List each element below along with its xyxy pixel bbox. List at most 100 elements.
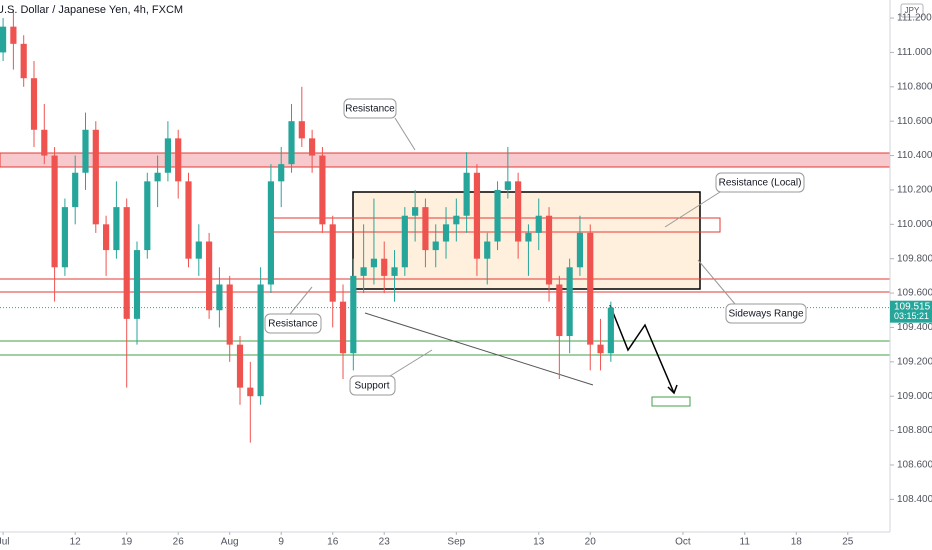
y-tick-label: 110.600 <box>897 116 932 127</box>
x-tick-label: Aug <box>221 537 239 548</box>
candle-body <box>61 207 68 268</box>
candle-body <box>175 138 182 182</box>
annotation: Resistance <box>268 319 318 330</box>
candle-body <box>504 181 511 190</box>
candle-body <box>432 241 439 251</box>
y-tick-label: 108.600 <box>897 460 932 471</box>
candle-body <box>30 78 38 130</box>
candle-body <box>92 129 99 225</box>
candle-body <box>10 26 17 44</box>
candle-body <box>381 258 388 276</box>
candle-body <box>123 207 130 319</box>
callout <box>725 303 807 324</box>
axes: 108.400 108.600 108.800 109.000 109.200 109.4… <box>0 13 932 548</box>
candle-body <box>298 121 305 139</box>
candle-body <box>195 241 202 259</box>
candle-body <box>453 215 460 225</box>
time-axis <box>0 532 890 550</box>
candle-body <box>41 129 48 156</box>
chart-title: U.S. Dollar / Japanese Yen, 4h, FXCM <box>0 4 183 16</box>
trend-line <box>364 312 594 386</box>
candle-body <box>164 138 171 173</box>
x-tick-label: 13 <box>533 537 545 548</box>
x-tick-label: Jul <box>0 537 9 548</box>
candle-body <box>0 26 7 53</box>
callout-pointer <box>394 117 416 151</box>
x-tick-label: 25 <box>842 537 854 548</box>
annotation: Sideways Range <box>728 309 803 320</box>
annotation: Support <box>354 381 389 392</box>
forecast-arrow <box>667 384 678 395</box>
candle-body <box>370 258 378 268</box>
last-price-label: 109.515 <box>894 301 931 312</box>
candle-body <box>51 155 58 268</box>
candle-body <box>82 129 89 173</box>
candle-body <box>360 267 367 276</box>
currency: JPY <box>905 6 920 15</box>
x-tick-label: 20 <box>585 537 597 548</box>
callout <box>349 375 396 396</box>
y-tick-label: 110.400 <box>897 150 932 161</box>
x-tick-label: 19 <box>121 537 133 548</box>
candle-body <box>113 207 120 251</box>
y-tick-label: 110.000 <box>897 219 932 230</box>
x-tick-label: Sep <box>447 537 465 548</box>
candle-body <box>267 181 275 285</box>
y-tick-label: 109.000 <box>897 391 932 402</box>
candle-body <box>329 224 336 302</box>
x-tick-label: Oct <box>675 537 691 548</box>
candle-body <box>216 284 223 311</box>
candle-body <box>597 344 604 354</box>
candle-body <box>247 387 254 397</box>
candle-body <box>319 155 326 225</box>
forecast-path <box>609 304 675 394</box>
callout <box>343 98 397 119</box>
candle-body <box>473 172 481 259</box>
x-tick-label: 18 <box>791 537 803 548</box>
y-tick-label: 111.200 <box>897 13 932 24</box>
resistance-zone <box>0 152 891 168</box>
candle-body <box>587 232 594 345</box>
candle-body <box>442 224 450 242</box>
x-tick-label: 11 <box>740 537 751 548</box>
candle-body <box>339 301 347 354</box>
candle-body <box>236 344 244 388</box>
y-tick-label: 109.600 <box>897 288 932 299</box>
y-tick-label: 110.200 <box>897 185 932 196</box>
candle-body <box>576 232 584 268</box>
candle-body <box>535 215 542 233</box>
candle-body <box>185 181 192 259</box>
currency-badge <box>900 3 924 18</box>
candle-body <box>412 207 419 216</box>
callout-pointer <box>389 349 433 377</box>
annotation: Resistance <box>345 104 395 115</box>
candle-body <box>401 215 408 268</box>
annotation: Resistance (Local) <box>719 178 802 189</box>
candle-body <box>20 43 27 79</box>
candle-body <box>257 284 264 397</box>
candle-body <box>463 172 470 216</box>
callout-pointer <box>664 191 721 228</box>
candle-body <box>288 121 295 165</box>
candle-body <box>133 250 141 319</box>
candle-body <box>226 284 233 345</box>
candle-body <box>144 181 151 251</box>
candle-body <box>72 172 79 208</box>
candle-body <box>545 215 553 285</box>
candle-body <box>206 241 213 311</box>
y-tick-label: 108.400 <box>897 494 932 505</box>
y-tick-label: 108.800 <box>897 425 932 436</box>
price-axis <box>890 0 932 550</box>
candle-body <box>309 138 316 156</box>
x-tick-label: 9 <box>278 537 284 548</box>
candle-body <box>484 241 491 259</box>
candle-body <box>494 189 501 242</box>
countdown: 03:15:21 <box>894 311 929 321</box>
candle-body <box>350 275 357 354</box>
candle-body <box>607 307 614 354</box>
y-tick-label: 109.200 <box>897 356 932 367</box>
candle-body <box>103 224 110 251</box>
y-tick-label: 111.000 <box>897 47 932 58</box>
